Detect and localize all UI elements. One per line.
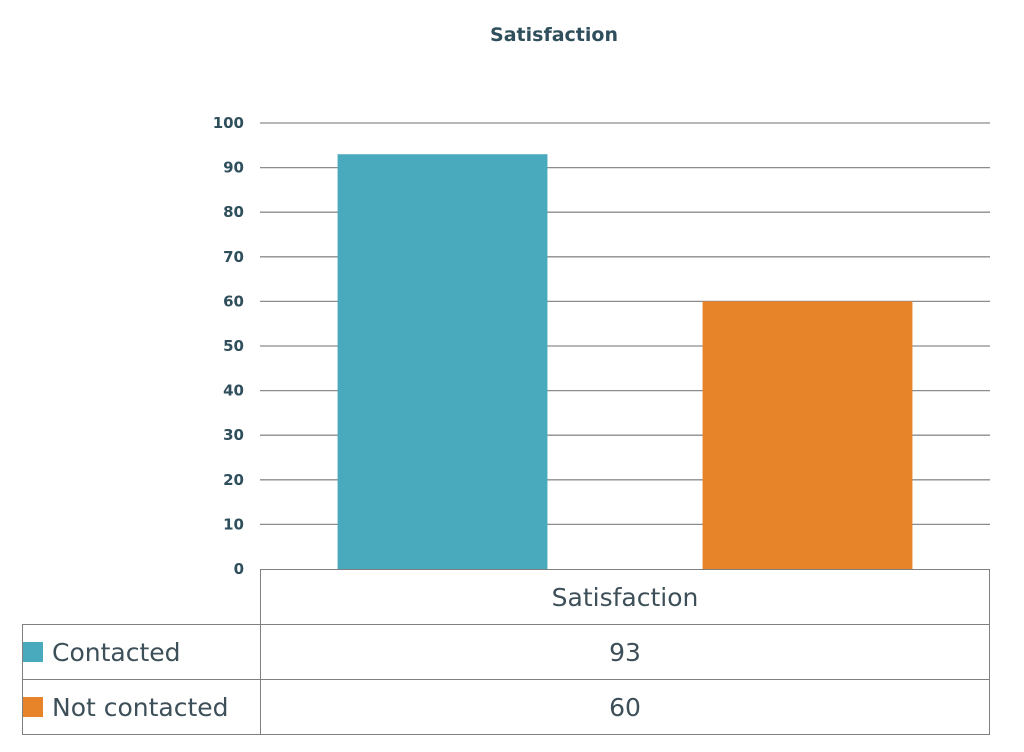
bar-chart-plot: 0 10 20 30 40 50 60 70 80 90 100 xyxy=(213,114,990,578)
y-tick-label-10: 10 xyxy=(223,515,244,533)
y-tick-label-80: 80 xyxy=(223,203,244,221)
y-tick-label-70: 70 xyxy=(223,248,244,266)
y-tick-label-40: 40 xyxy=(223,382,244,400)
y-axis-tick-labels: 0 10 20 30 40 50 60 70 80 90 100 xyxy=(213,114,244,578)
data-table: Satisfaction Contacted 93 Not contacted … xyxy=(22,569,990,735)
legend-swatch-contacted xyxy=(23,641,43,662)
y-tick-label-50: 50 xyxy=(223,337,244,355)
table-row: Contacted 93 xyxy=(22,624,990,680)
y-tick-label-90: 90 xyxy=(223,159,244,177)
y-tick-label-60: 60 xyxy=(223,292,244,310)
data-label-contacted: 93 xyxy=(260,624,990,680)
y-tick-label-20: 20 xyxy=(223,471,244,489)
series-name-not-contacted: Not contacted xyxy=(52,692,229,722)
table-header-row: Satisfaction xyxy=(22,569,990,625)
y-tick-label-30: 30 xyxy=(223,426,244,444)
table-corner-cell xyxy=(22,569,261,625)
y-tick-label-0: 0 xyxy=(234,560,244,578)
table-row: Not contacted 60 xyxy=(22,679,990,735)
legend-entry-contacted: Contacted xyxy=(22,624,261,680)
data-label-not-contacted: 60 xyxy=(260,679,990,735)
bars xyxy=(337,154,913,569)
bar-contacted xyxy=(337,154,548,569)
legend-swatch-not-contacted xyxy=(23,696,43,717)
series-name-contacted: Contacted xyxy=(52,637,181,667)
table-category-header: Satisfaction xyxy=(260,569,990,625)
bar-not-contacted xyxy=(702,301,913,569)
chart-title: Satisfaction xyxy=(490,24,618,46)
legend-entry-not-contacted: Not contacted xyxy=(22,679,261,735)
y-tick-label-100: 100 xyxy=(213,114,244,132)
